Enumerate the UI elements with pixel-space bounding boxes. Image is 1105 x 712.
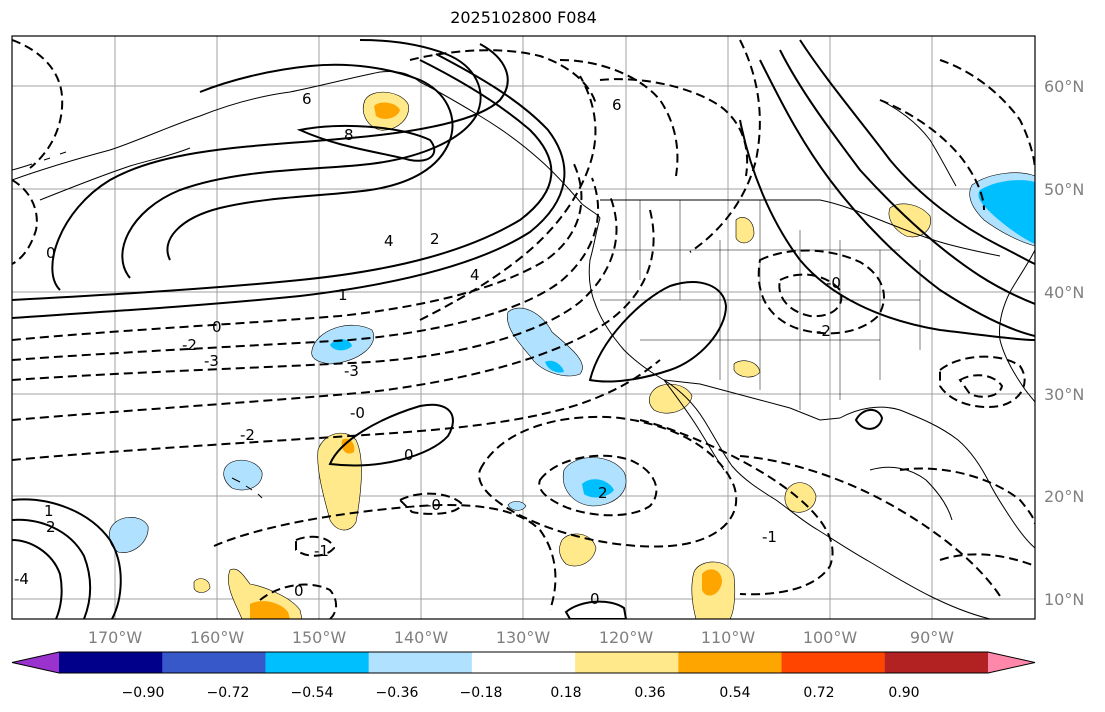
colorbar-tick-label: 0.36 (634, 685, 665, 701)
latitude-label: 10°N (1044, 590, 1084, 609)
colorbar-tick-label: −0.72 (207, 685, 250, 701)
latitude-label: 30°N (1044, 385, 1084, 404)
colorbar-tick-label: −0.90 (122, 685, 165, 701)
colorbar-ticks: −0.90 −0.72 −0.54 −0.36 −0.18 0.18 0.36 … (122, 685, 920, 701)
colorbar (12, 652, 1035, 673)
longitude-label: 90°W (910, 628, 954, 647)
colorbar-extend-min (12, 652, 59, 673)
contour-label: -3 (344, 362, 359, 380)
colorbar-tick-label: 0.72 (803, 685, 834, 701)
colorbar-segment (472, 652, 576, 673)
colorbar-segment (162, 652, 266, 673)
contour-label: -4 (14, 570, 29, 588)
contour-label: 0 (212, 318, 222, 336)
contour-label: -0 (426, 496, 441, 514)
contour-label: 2 (46, 518, 56, 536)
colorbar-tick-label: 0.54 (719, 685, 750, 701)
longitude-label: 100°W (803, 628, 858, 647)
longitude-label: 140°W (394, 628, 449, 647)
negative-anomaly-region (224, 460, 262, 490)
contour-label: -1 (762, 528, 777, 546)
contour-label: 4 (384, 232, 394, 250)
colorbar-tick-label: 0.18 (550, 685, 581, 701)
contour-label: 2 (430, 230, 440, 248)
contour-label: 0 (294, 582, 304, 600)
colorbar-tick-label: −0.36 (376, 685, 419, 701)
longitude-label: 110°W (701, 628, 756, 647)
positive-anomaly-region (785, 483, 816, 513)
latitude-axis: 60°N 50°N 40°N 30°N 20°N 10°N (1044, 77, 1084, 609)
contour-label: -1 (314, 542, 329, 560)
colorbar-tick-label: −0.54 (291, 685, 334, 701)
colorbar-segment (885, 652, 989, 673)
latitude-label: 50°N (1044, 180, 1084, 199)
colorbar-tick-label: 0.90 (888, 685, 919, 701)
longitude-label: 170°W (88, 628, 143, 647)
colorbar-segment (369, 652, 473, 673)
contour-label: 0 (404, 446, 414, 464)
contour-label: -2 (182, 336, 197, 354)
contour-label: 6 (302, 90, 312, 108)
contour-label: -3 (204, 352, 219, 370)
latitude-label: 20°N (1044, 487, 1084, 506)
longitude-label: 150°W (292, 628, 347, 647)
colorbar-segment (678, 652, 782, 673)
contour-label: 6 (612, 96, 622, 114)
contour-label: 8 (344, 126, 354, 144)
contour-label: -2 (816, 322, 831, 340)
contour-label: 4 (470, 266, 480, 284)
longitude-label: 130°W (496, 628, 551, 647)
colorbar-segment (782, 652, 886, 673)
contour-label: 0 (46, 244, 56, 262)
colorbar-segment (59, 652, 163, 673)
contour-label: 1 (338, 286, 348, 304)
colorbar-extend-max (988, 652, 1035, 673)
contour-label: -2 (240, 426, 255, 444)
latitude-label: 60°N (1044, 77, 1084, 96)
colorbar-segment (575, 652, 679, 673)
contour-label: -0 (826, 274, 841, 292)
contour-label: 0 (590, 590, 600, 608)
longitude-label: 120°W (599, 628, 654, 647)
colorbar-tick-label: −0.18 (460, 685, 503, 701)
map-figure: 8 6 6 4 4 2 2 1 1 2 0 0 0 0 0 -0 -0 -0 -… (0, 0, 1105, 712)
longitude-axis: 170°W 160°W 150°W 140°W 130°W 120°W 110°… (88, 628, 954, 647)
contour-label: 2 (598, 484, 608, 502)
colorbar-segment (265, 652, 369, 673)
contour-label: -0 (350, 404, 365, 422)
latitude-label: 40°N (1044, 283, 1084, 302)
longitude-label: 160°W (190, 628, 245, 647)
